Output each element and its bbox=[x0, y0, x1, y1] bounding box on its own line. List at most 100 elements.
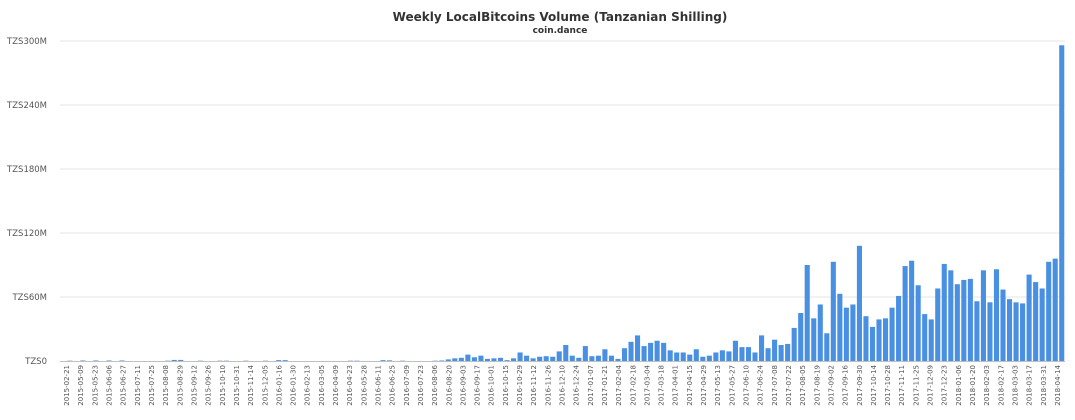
bar bbox=[869, 326, 876, 361]
x-tick-label: 2016-12-24 bbox=[573, 364, 581, 405]
bar bbox=[556, 351, 562, 361]
bar bbox=[902, 266, 908, 361]
x-tick-label: 2017-04-01 bbox=[672, 365, 680, 406]
x-tick-label: 2017-07-08 bbox=[771, 365, 779, 406]
y-tick-label: TZS0 bbox=[24, 357, 47, 367]
bar bbox=[752, 352, 758, 361]
x-tick-label: 2016-03-05 bbox=[318, 365, 326, 406]
x-tick-label: 2015-12-05 bbox=[261, 365, 269, 406]
bar bbox=[178, 359, 184, 361]
bar bbox=[667, 350, 673, 361]
bar bbox=[615, 358, 621, 361]
bar bbox=[739, 347, 745, 361]
x-tick-label: 2017-09-02 bbox=[827, 365, 835, 406]
x-tick-label: 2017-02-18 bbox=[629, 365, 637, 406]
bar bbox=[530, 358, 536, 361]
y-tick-label: TZS120M bbox=[6, 229, 47, 239]
bar bbox=[843, 307, 849, 361]
bar bbox=[909, 260, 915, 361]
bar bbox=[582, 346, 588, 361]
x-tick-label: 2017-08-19 bbox=[813, 365, 821, 406]
bar bbox=[804, 265, 810, 361]
bar bbox=[811, 318, 817, 361]
bar bbox=[635, 335, 641, 361]
bar bbox=[119, 360, 125, 361]
bar bbox=[915, 285, 921, 361]
bar bbox=[458, 357, 464, 361]
x-tick-label: 2015-05-09 bbox=[77, 365, 85, 406]
bar bbox=[759, 335, 765, 361]
x-tick-label: 2016-07-23 bbox=[417, 365, 425, 406]
bar bbox=[1033, 282, 1039, 361]
bar bbox=[589, 356, 595, 361]
x-axis-tick-labels: 2015-02-21 2015-05-09 2015-05-23 2015-06-06… bbox=[63, 364, 1062, 405]
bar bbox=[171, 359, 177, 361]
x-tick-label: 2017-05-27 bbox=[728, 365, 736, 406]
bar bbox=[563, 345, 569, 361]
x-tick-label: 2018-01-20 bbox=[969, 365, 977, 406]
bar bbox=[654, 340, 660, 361]
x-tick-label: 2016-10-01 bbox=[488, 365, 496, 406]
bar bbox=[471, 357, 477, 361]
bar bbox=[935, 288, 941, 361]
x-tick-label: 2017-03-04 bbox=[643, 364, 651, 405]
x-tick-label: 2016-11-12 bbox=[530, 365, 538, 406]
y-axis-tick-labels: TZS0 TZS60M TZS120M TZS180M TZS240M TZS300M bbox=[6, 37, 47, 367]
bar bbox=[478, 355, 484, 361]
x-tick-label: 2018-03-31 bbox=[1040, 365, 1048, 406]
bar bbox=[726, 351, 732, 361]
y-tick-label: TZS180M bbox=[6, 165, 47, 175]
bar bbox=[713, 352, 719, 361]
bar bbox=[856, 245, 862, 361]
bar bbox=[889, 307, 895, 361]
x-tick-label: 2018-02-03 bbox=[983, 365, 991, 406]
x-tick-label: 2017-11-25 bbox=[912, 365, 920, 406]
bar bbox=[791, 327, 797, 361]
bar bbox=[661, 342, 667, 361]
bar bbox=[465, 354, 471, 361]
x-tick-label: 2016-10-29 bbox=[516, 365, 524, 406]
bar bbox=[445, 359, 451, 361]
bars bbox=[67, 45, 1065, 362]
x-tick-label: 2017-05-13 bbox=[714, 365, 722, 406]
x-tick-label: 2017-09-16 bbox=[842, 364, 850, 405]
x-tick-label: 2017-09-30 bbox=[856, 365, 864, 406]
x-tick-label: 2015-10-31 bbox=[233, 365, 241, 406]
bar bbox=[830, 261, 836, 361]
x-tick-label: 2017-07-22 bbox=[785, 365, 793, 406]
bar bbox=[452, 358, 458, 361]
x-tick-label: 2017-04-15 bbox=[686, 365, 694, 406]
bar bbox=[608, 355, 614, 361]
bar bbox=[595, 355, 601, 361]
bar bbox=[491, 358, 497, 361]
bar bbox=[80, 360, 86, 361]
x-tick-label: 2016-05-28 bbox=[360, 365, 368, 406]
bar bbox=[511, 358, 517, 361]
x-tick-label: 2016-04-09 bbox=[332, 365, 340, 406]
x-tick-label: 2017-01-21 bbox=[601, 365, 609, 406]
x-tick-label: 2016-10-15 bbox=[502, 365, 510, 406]
x-tick-label: 2018-03-03 bbox=[1011, 365, 1019, 406]
bar bbox=[282, 360, 288, 361]
bar bbox=[732, 340, 738, 361]
bar bbox=[674, 352, 680, 361]
x-tick-label: 2015-02-21 bbox=[63, 365, 71, 406]
x-tick-label: 2017-11-11 bbox=[898, 365, 906, 406]
x-tick-label: 2016-09-17 bbox=[474, 365, 482, 406]
x-tick-label: 2018-01-06 bbox=[955, 364, 963, 405]
bar bbox=[1046, 261, 1052, 361]
bar bbox=[1006, 299, 1013, 361]
x-tick-label: 2016-08-06 bbox=[431, 364, 439, 405]
bar bbox=[1059, 45, 1065, 362]
bar bbox=[928, 319, 934, 361]
y-tick-label: TZS300M bbox=[6, 37, 47, 47]
bar bbox=[439, 360, 445, 361]
bar bbox=[745, 347, 752, 361]
bar bbox=[543, 356, 549, 361]
bar bbox=[621, 348, 628, 361]
x-tick-label: 2015-11-14 bbox=[247, 364, 255, 405]
x-tick-label: 2015-09-12 bbox=[190, 365, 198, 406]
bar bbox=[517, 352, 523, 361]
bar bbox=[980, 270, 986, 361]
